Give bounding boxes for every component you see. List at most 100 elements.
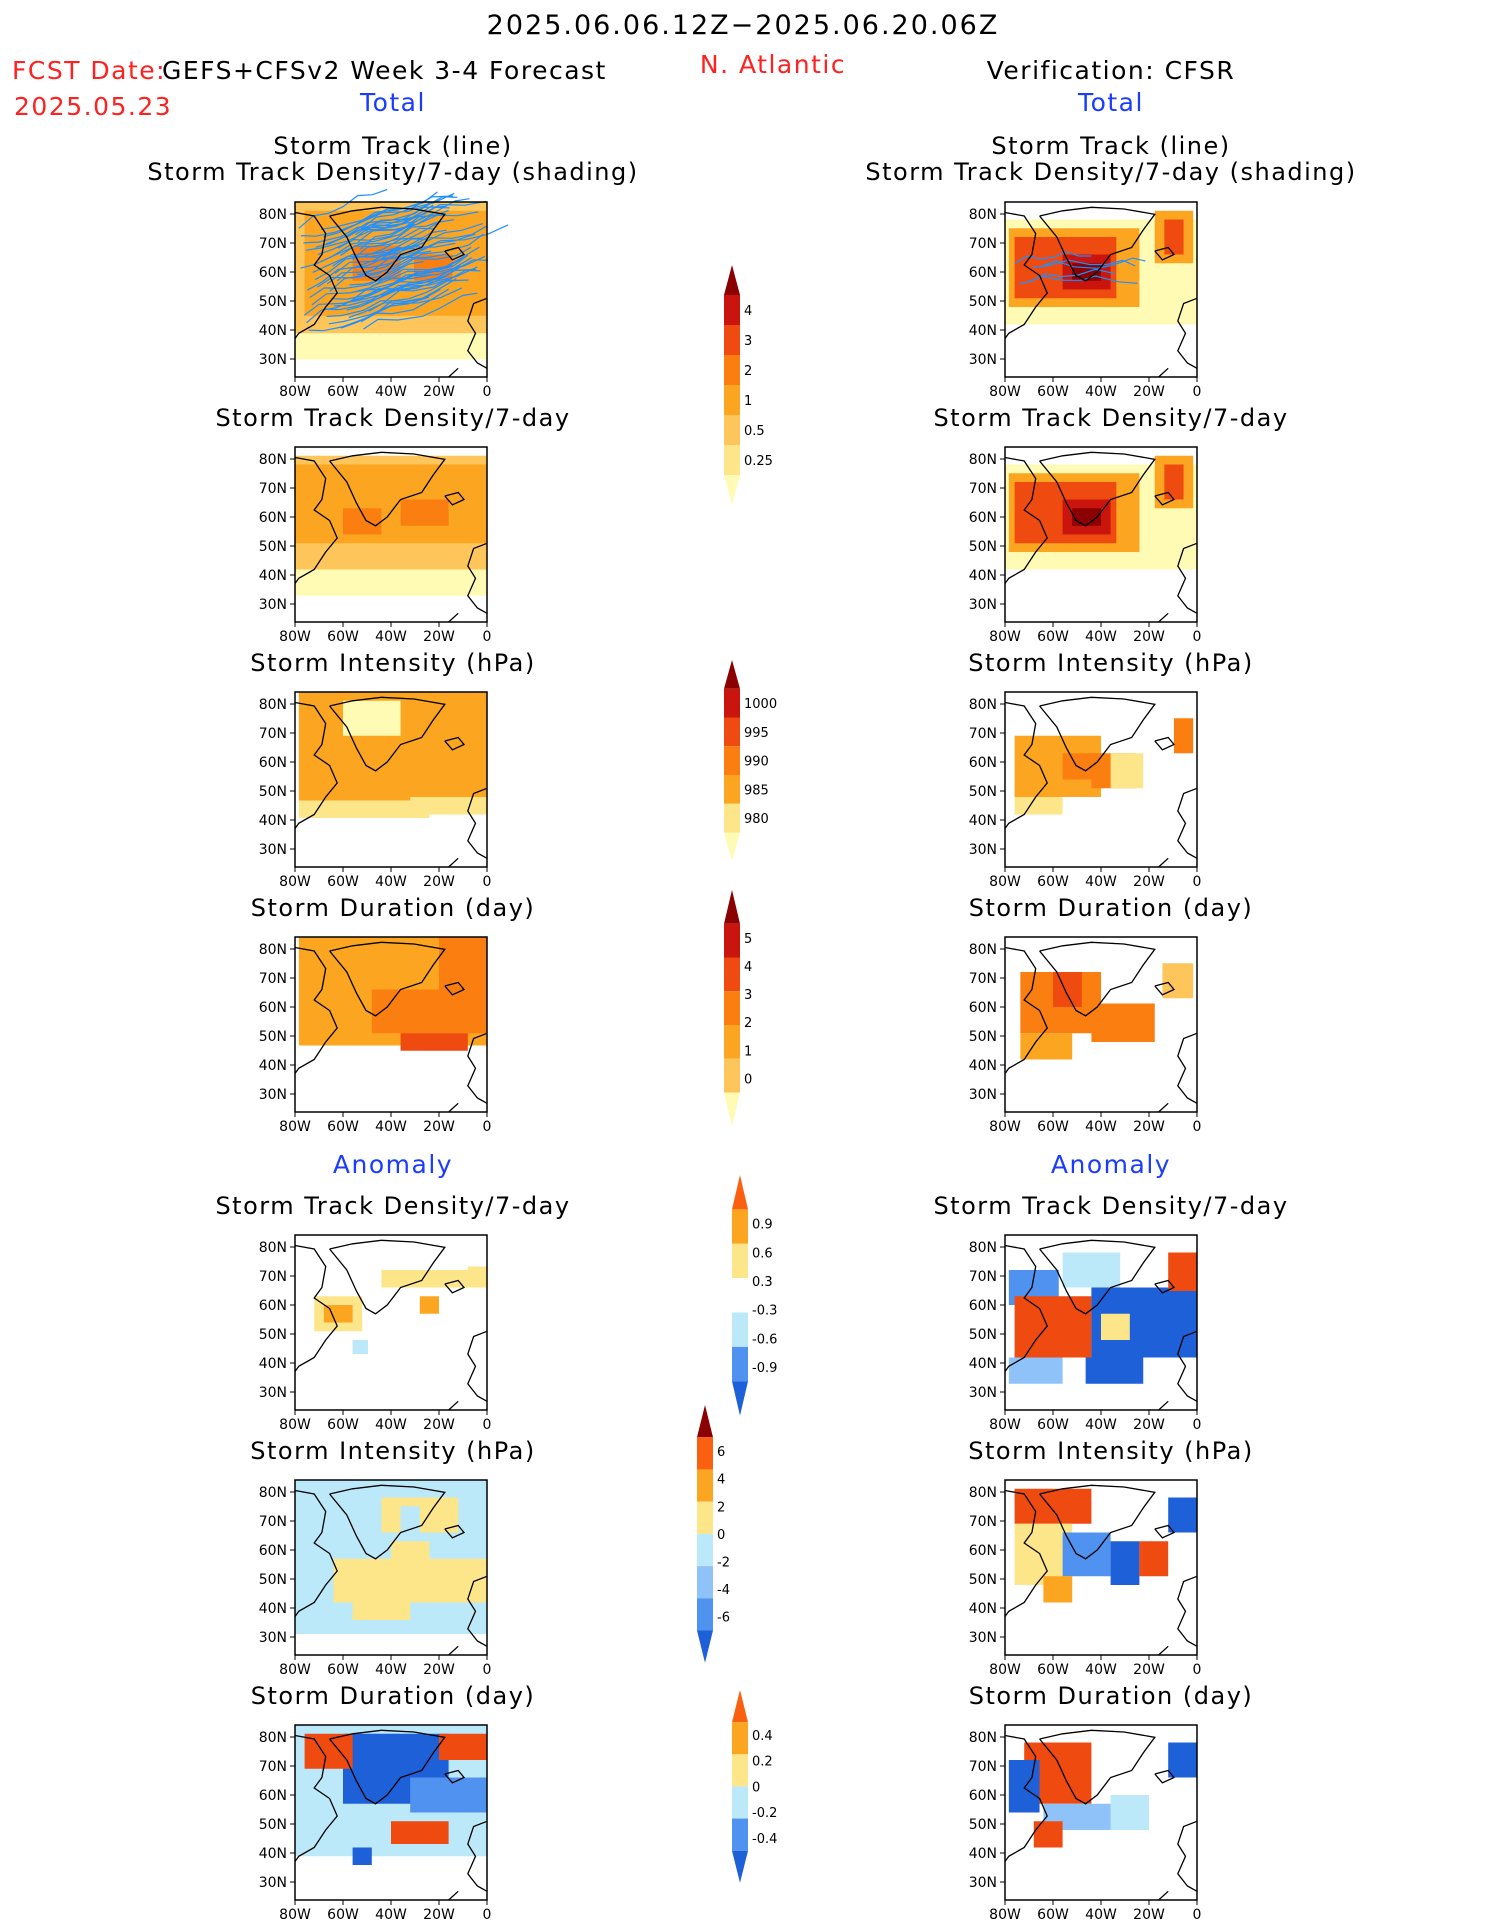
panel-left-anom-intensity-cell	[352, 1602, 411, 1620]
panel-left-track-density-track	[316, 250, 432, 288]
panel-right-duration-canada-coast	[1004, 946, 1048, 1074]
panel-left-track-density-lon-label: 60W	[327, 384, 359, 400]
panel-right-anom-duration-lon-label: 60W	[1037, 1907, 1069, 1923]
panel-left-anom-density: 80N 70N 60N 50N 40N 30N 80W 60W 40W 20W 0	[259, 1234, 491, 1433]
panel-right-anom-intensity-iceland-coast	[1154, 1524, 1176, 1539]
panel-left-duration-cell	[400, 1033, 468, 1051]
colorbar-4-bottom-arrow	[732, 1381, 748, 1416]
panel-left-track-density-track	[349, 257, 464, 286]
panel-left-duration-greenland-coast	[329, 941, 446, 1017]
panel-left-intensity-africa-coast	[448, 857, 459, 868]
colorbar-5-swatch	[697, 1533, 713, 1567]
panel-left-track-density-lat-label: 80N	[259, 207, 287, 223]
panel-right-duration-cell	[1053, 972, 1082, 1007]
panel-left-density-europe-coast	[467, 542, 488, 614]
panel-title-anom-density-left: Storm Track Density/7-day	[215, 1192, 571, 1220]
panel-left-intensity-greenland-coast	[329, 696, 446, 772]
panel-right-track-density-lat-label: 80N	[969, 207, 997, 223]
panel-left-track-density-track	[311, 274, 433, 306]
panel-title-density-right: Storm Track Density/7-day	[933, 404, 1289, 432]
panel-right-intensity-africa-coast	[1158, 857, 1169, 868]
colorbar-6-label: 0.2	[752, 1755, 773, 1770]
panel-left-track-density-track	[303, 284, 425, 316]
panel-right-anom-duration-lat-label: 40N	[969, 1846, 997, 1862]
panel-right-anom-duration-lat-label: 80N	[969, 1730, 997, 1746]
colorbar-3-swatch	[724, 1058, 740, 1093]
colorbar-6-label: 0	[752, 1780, 760, 1795]
colorbar-3-label: 3	[744, 988, 752, 1003]
panel-left-intensity-lat-label: 50N	[259, 784, 287, 800]
panel-right-anom-density-africa-coast	[1158, 1400, 1169, 1411]
panel-left-track-density-track	[357, 246, 472, 275]
panel-left-anom-duration-iceland-coast	[444, 1769, 466, 1784]
colorbar-3-swatch	[724, 923, 740, 958]
panel-left-track-density-track	[334, 242, 456, 274]
panel-left-anom-density-iceland-coast	[444, 1279, 466, 1294]
colorbar-4-label: 0.6	[752, 1246, 773, 1261]
panel-left-anom-intensity-greenland-coast	[329, 1484, 446, 1560]
panel-right-duration-lon-label: 80W	[989, 1119, 1021, 1135]
panel-left-intensity-lon-label: 40W	[375, 874, 407, 890]
panel-left-track-density-track	[328, 287, 463, 325]
panel-left-anom-intensity-lon-label: 20W	[423, 1662, 455, 1678]
panel-left-intensity-europe-coast	[467, 787, 488, 859]
panel-left-duration-lon-label: 0	[483, 1119, 492, 1135]
panel-left-track-density-track	[321, 192, 455, 230]
anomaly-label-left: Anomaly	[332, 1150, 454, 1179]
panel-left-track-density-track	[308, 296, 430, 332]
panel-right-track-density-lon-label: 40W	[1085, 384, 1117, 400]
colorbar-6-swatch	[732, 1818, 748, 1851]
panel-right-track-density-iceland-coast	[1154, 246, 1176, 261]
colorbar-5-label: 6	[717, 1445, 725, 1460]
colorbar-4-top-arrow	[732, 1175, 748, 1210]
panel-right-track-density-track	[1018, 268, 1115, 285]
panel-left-duration-lat-label: 80N	[259, 942, 287, 958]
panel-right-track-density-lat-label: 60N	[969, 265, 997, 281]
panel-right-track-density-europe-coast	[1177, 297, 1198, 369]
panel-left-anom-duration-lat-label: 50N	[259, 1817, 287, 1833]
panel-left-anom-duration: 80N 70N 60N 50N 40N 30N 80W 60W 40W 20W 0	[259, 1724, 491, 1923]
colorbar-6-bottom-arrow	[732, 1850, 748, 1883]
colorbar-1-swatch	[724, 295, 740, 325]
colorbar-1-swatch	[724, 445, 740, 475]
fcst-date-label: FCST Date:	[12, 56, 167, 85]
colorbar-6-label: -0.2	[752, 1806, 777, 1821]
panel-right-anom-intensity-cell	[1043, 1576, 1073, 1603]
colorbar-1-label: 4	[744, 304, 752, 319]
panel-right-duration-iceland-coast	[1154, 981, 1176, 996]
colorbar-3-label: 5	[744, 932, 752, 947]
panel-title-anom-intensity-left: Storm Intensity (hPa)	[250, 1437, 536, 1465]
colorbar-5-label: -2	[717, 1556, 730, 1571]
panel-right-anom-density-cell	[1062, 1252, 1121, 1288]
panel-right-duration-lat-label: 70N	[969, 971, 997, 987]
panel-right-anom-duration-canada-coast	[1004, 1734, 1048, 1862]
panel-left-anom-density-lon-label: 60W	[327, 1417, 359, 1433]
panel-right-anom-intensity-lon-label: 40W	[1085, 1662, 1117, 1678]
panel-left-track-density-lat-label: 40N	[259, 323, 287, 339]
panel-left-density-iceland-coast	[444, 491, 466, 506]
panel-title-track-line-right: Storm Track (line)	[991, 132, 1231, 160]
model-label: GEFS+CFSv2 Week 3-4 Forecast	[162, 56, 607, 85]
panel-left-track-density-lat-label: 60N	[259, 265, 287, 281]
colorbar-5-label: -6	[717, 1611, 730, 1626]
panel-right-density-greenland-coast	[1039, 451, 1156, 527]
colorbar-1-swatch	[724, 415, 740, 445]
panel-right-density-lon-label: 80W	[989, 629, 1021, 645]
colorbar-6: 0.4 0.2 0 -0.2 -0.4	[732, 1690, 777, 1883]
colorbar-1-label: 1	[744, 394, 752, 409]
panel-right-track-density-greenland-coast	[1039, 206, 1156, 282]
panel-left-track-density-europe-coast	[467, 297, 488, 369]
panel-right-intensity-lat-label: 50N	[969, 784, 997, 800]
panel-right-duration-lat-label: 50N	[969, 1029, 997, 1045]
panel-left-duration-lat-label: 40N	[259, 1058, 287, 1074]
colorbar-4-label: 0.3	[752, 1275, 773, 1290]
panel-left-density-lat-label: 30N	[259, 597, 287, 613]
panel-right-intensity-cell	[1110, 753, 1144, 789]
colorbar-3-swatch	[724, 957, 740, 992]
panel-right-intensity-europe-coast	[1177, 787, 1198, 859]
panel-right-duration-cell	[1020, 1033, 1073, 1060]
panel-right-anom-intensity-greenland-coast	[1039, 1484, 1156, 1560]
panel-left-anom-duration-lon-label: 40W	[375, 1907, 407, 1923]
panel-title-track-line-left: Storm Track (line)	[273, 132, 513, 160]
panel-right-anom-density-lon-label: 0	[1193, 1417, 1202, 1433]
